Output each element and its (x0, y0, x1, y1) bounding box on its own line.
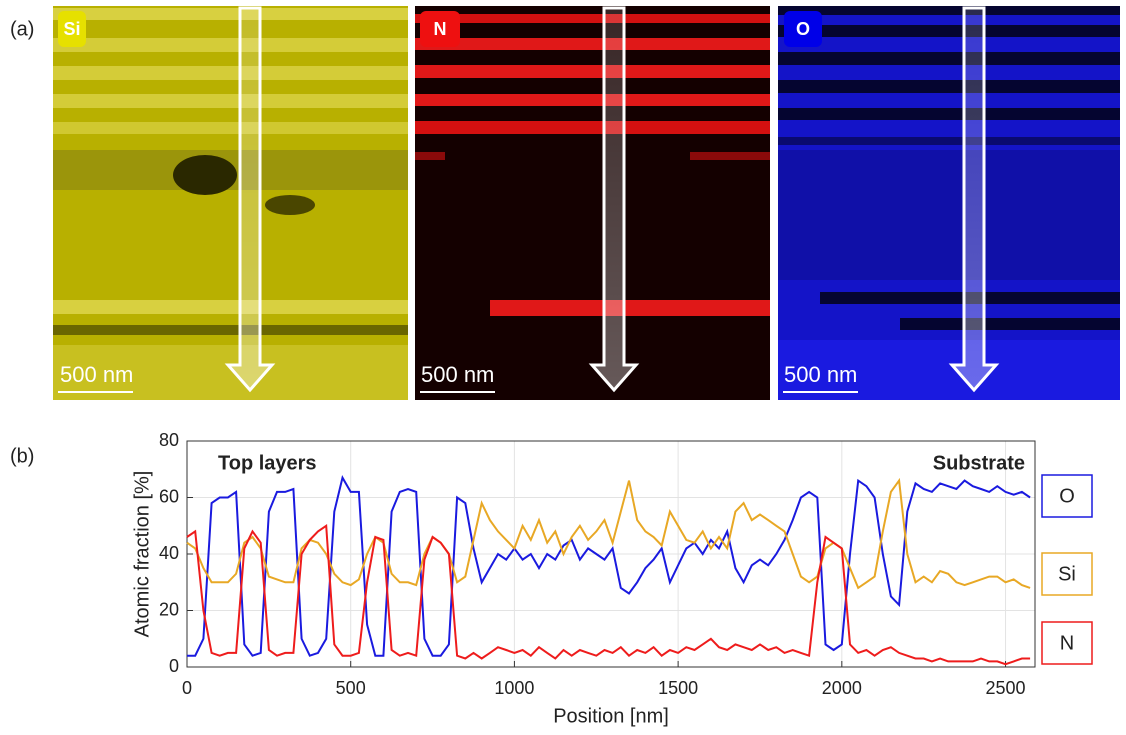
annotation: Top layers (218, 452, 317, 474)
map-label: O (796, 19, 810, 39)
y-tick-label: 60 (159, 486, 179, 506)
scale-bar-label: 500 nm (784, 362, 857, 387)
legend-box (1041, 552, 1093, 596)
x-tick-label: 2000 (822, 678, 862, 698)
scale-bar-label: 500 nm (421, 362, 494, 387)
plot-frame (186, 440, 1036, 668)
y-tick-label: 0 (169, 656, 179, 676)
line-chart: 0 20 40 60 80 0 500 1000 1500 2000 2500 Position [n… (131, 430, 1093, 727)
legend-box (1041, 621, 1093, 665)
n-map: N 500 nm (415, 6, 770, 400)
x-tick-label: 1000 (494, 678, 534, 698)
panel-label: (a) (10, 18, 34, 40)
x-tick-label: 2500 (986, 678, 1026, 698)
legend-label: O (1059, 485, 1075, 507)
scale-bar-label: 500 nm (60, 362, 133, 387)
legend-label: N (1060, 632, 1074, 654)
si-map: Si 500 nm (53, 6, 408, 400)
map-label: N (434, 19, 447, 39)
y-tick-label: 80 (159, 430, 179, 450)
y-tick-label: 20 (159, 599, 179, 619)
x-tick-label: 0 (182, 678, 192, 698)
map-label: Si (63, 19, 80, 39)
x-axis-label: Position [nm] (553, 705, 669, 727)
y-axis-label: Atomic fraction [%] (131, 471, 153, 638)
y-tick-label: 40 (159, 543, 179, 563)
line-series (187, 475, 1031, 657)
o-map: O 500 nm (778, 6, 1120, 400)
annotation: Substrate (933, 452, 1025, 474)
x-tick-label: 500 (336, 678, 366, 698)
x-tick-label: 1500 (658, 678, 698, 698)
legend-box (1041, 474, 1093, 518)
legend-label: Si (1058, 563, 1076, 585)
line-series (186, 523, 1031, 666)
panel-label: (b) (10, 445, 34, 467)
